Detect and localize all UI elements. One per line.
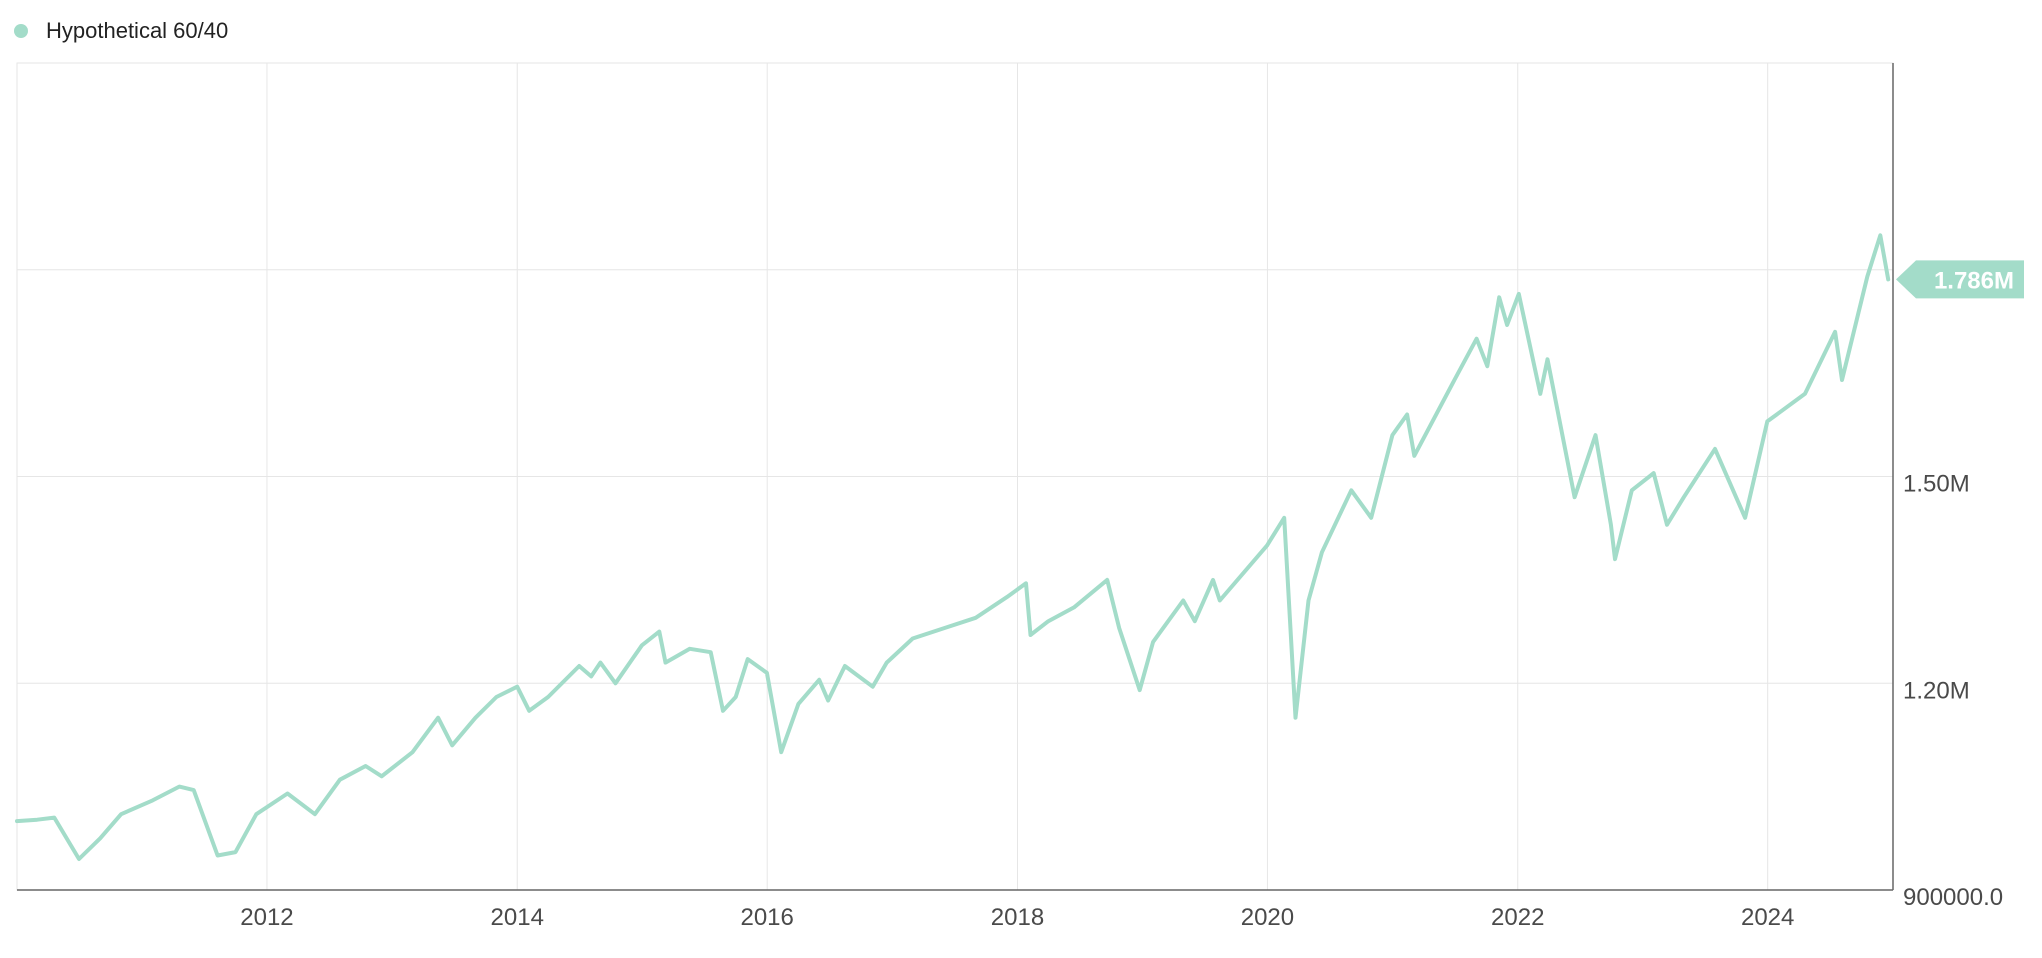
y-tick-label: 1.50M bbox=[1903, 471, 1970, 498]
chart-legend: Hypothetical 60/40 bbox=[14, 14, 228, 48]
x-tick-label: 2024 bbox=[1741, 904, 1794, 931]
x-tick-label: 2014 bbox=[491, 904, 544, 931]
grid-lines bbox=[16, 62, 1894, 891]
x-tick-label: 2012 bbox=[240, 904, 293, 931]
y-tick-label: 1.20M bbox=[1903, 677, 1970, 704]
x-tick-label: 2022 bbox=[1491, 904, 1544, 931]
last-value-tag bbox=[1896, 260, 2024, 299]
axes bbox=[17, 63, 1894, 891]
x-tick-label: 2018 bbox=[991, 904, 1044, 931]
last-value-label: 1.786M bbox=[1934, 267, 2014, 294]
series-layer bbox=[15, 233, 1891, 861]
x-tick-label: 2016 bbox=[740, 904, 793, 931]
legend-series-name: Hypothetical 60/40 bbox=[46, 18, 229, 43]
x-tick-label: 2020 bbox=[1241, 904, 1294, 931]
y-tick-label: 900000.0 bbox=[1903, 884, 2003, 911]
tick-labels: 900000.01.20M1.50M1.80M20122014201620182… bbox=[240, 260, 2024, 931]
series-line-hypothetical-60-40 bbox=[15, 233, 1891, 861]
legend-swatch bbox=[14, 24, 28, 38]
